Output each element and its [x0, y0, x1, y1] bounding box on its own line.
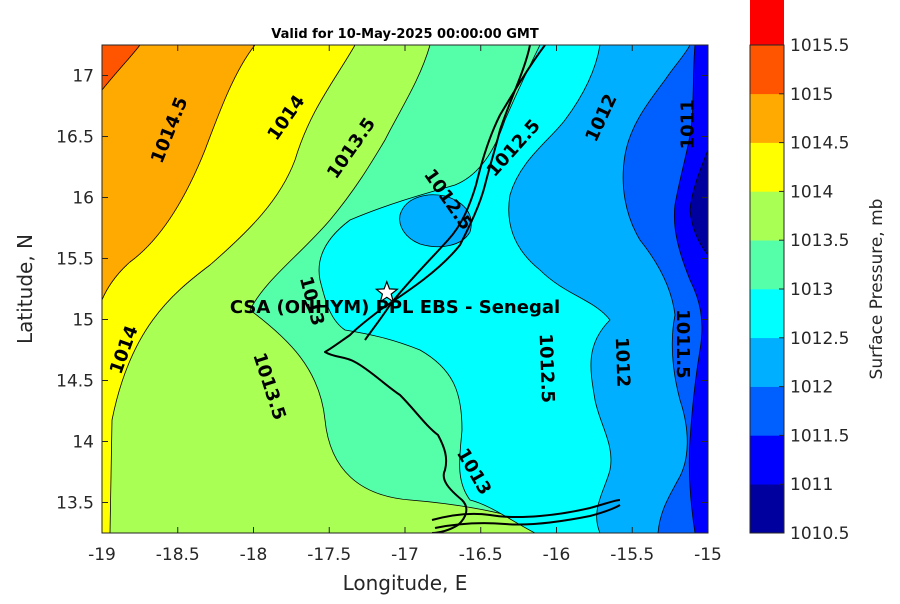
colorbar-tick-label: 1012.5: [790, 329, 849, 349]
colorbar-label: Surface Pressure, mb: [867, 199, 887, 380]
contour-label: 1011: [677, 99, 698, 149]
y-axis: 13.5 14 14.5 15 15.5 16 16.5 17: [56, 67, 708, 514]
colorbar-swatch: [750, 289, 784, 339]
colorbar-swatch: [750, 45, 784, 95]
y-tick-label: 16.5: [56, 128, 94, 148]
x-tick-label: -18: [240, 545, 268, 565]
colorbar-swatch: [750, 240, 784, 290]
contour-fill-layer: [102, 45, 708, 533]
colorbar-tick-label: 1010.5: [790, 524, 849, 544]
y-tick-label: 15.5: [56, 250, 94, 270]
band-1010-5: [689, 149, 708, 256]
band-1011: [673, 45, 708, 533]
x-tick-label: -16.5: [459, 545, 503, 565]
contour-label: 1012: [611, 337, 634, 388]
x-tick-label: -17.5: [307, 545, 351, 565]
colorbar-swatch: [750, 337, 784, 387]
station-star-icon: [374, 279, 399, 303]
station-marker: [374, 279, 399, 303]
band-1014-5: [102, 45, 256, 301]
coastline: [324, 45, 531, 533]
x-tick-label: -17: [391, 545, 419, 565]
colorbar-tick-label: 1013.5: [790, 231, 849, 251]
x-axis: -19 -18.5 -18 -17.5 -17 -16.5 -16 -15.5 -15: [88, 45, 722, 565]
y-tick-label: 13.5: [56, 494, 94, 514]
y-tick-label: 17: [72, 67, 94, 87]
x-tick-label: -16: [543, 545, 571, 565]
contour-label: 1012.5: [535, 333, 558, 403]
colorbar-tick-label: 1015: [790, 85, 833, 105]
y-tick-label: 14: [72, 433, 94, 453]
x-tick-label: -15: [694, 545, 722, 565]
coastline-layer: [324, 45, 621, 533]
colorbar-swatch: [750, 435, 784, 485]
y-tick-label: 16: [72, 189, 94, 209]
x-tick-label: -15.5: [610, 545, 654, 565]
border-gambia-north: [431, 499, 621, 521]
colorbar-swatch: [750, 191, 784, 241]
colorbar-swatch: [750, 93, 784, 143]
colorbar-tick-label: 1012: [790, 378, 833, 398]
colorbar-tick-label: 1015.5: [790, 36, 849, 56]
colorbar-tick-label: 1011: [790, 475, 833, 495]
x-tick-label: -19: [88, 545, 116, 565]
x-tick-label: -18.5: [156, 545, 200, 565]
colorbar-tick-label: 1013: [790, 280, 833, 300]
x-axis-label: Longitude, E: [343, 571, 468, 595]
contour-label: 1011.5: [672, 309, 693, 378]
station-label: CSA (ONHYM) PPL EBS - Senegal: [230, 297, 560, 318]
colorbar-tick-label: 1011.5: [790, 426, 849, 446]
colorbar-swatch: [750, 386, 784, 436]
y-axis-label: Latitude, N: [13, 234, 37, 344]
y-tick-label: 14.5: [56, 372, 94, 392]
map-title: Valid for 10-May-2025 00:00:00 GMT: [271, 27, 539, 42]
colorbar: 1010.5 1011 1011.5 1012 1012.5 1013 1013.5 1014…: [749, 0, 849, 544]
colorbar-swatch: [750, 0, 784, 46]
y-tick-label: 15: [72, 311, 94, 331]
colorbar-swatch: [750, 142, 784, 192]
border-gambia-south: [434, 504, 621, 529]
colorbar-tick-label: 1014.5: [790, 134, 849, 154]
colorbar-swatch: [750, 484, 784, 534]
border-senegal-mauritania: [364, 45, 546, 341]
colorbar-tick-label: 1014: [790, 182, 833, 202]
